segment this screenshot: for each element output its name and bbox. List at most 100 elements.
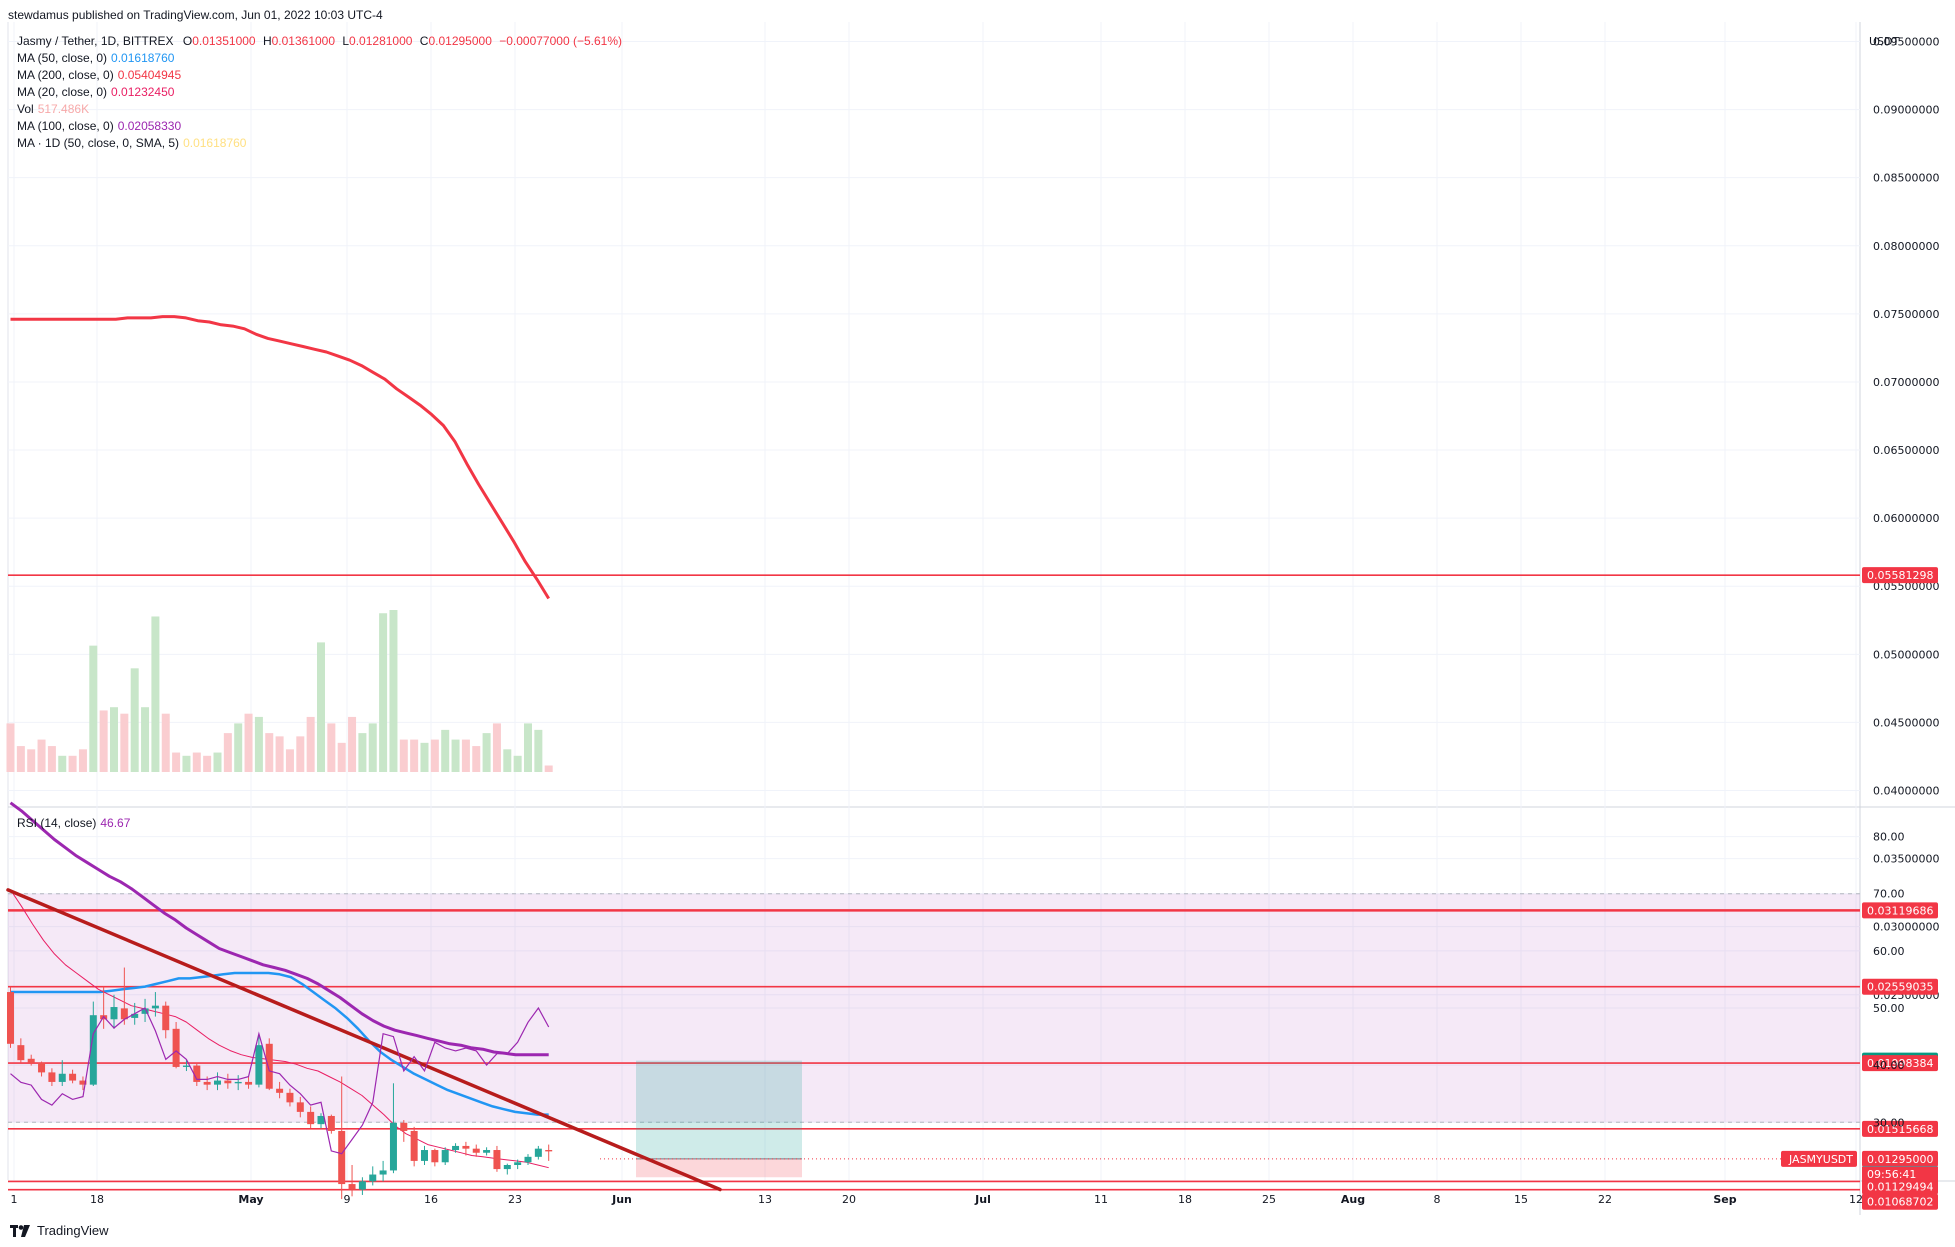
legend-indicator-label: MA (20, close, 0) xyxy=(17,85,108,99)
candle-body xyxy=(358,1181,366,1190)
candle-body xyxy=(58,1073,66,1082)
volume-bar xyxy=(461,739,470,772)
candle-body xyxy=(441,1150,449,1163)
candle-body xyxy=(317,1115,325,1125)
legend-indicator-ma20[interactable]: MA (20, close, 0) 0.01232450 xyxy=(17,85,174,99)
volume-bar xyxy=(192,752,201,772)
volume-bar xyxy=(275,736,284,772)
candle-body xyxy=(131,1013,139,1018)
legend-indicator-ma200[interactable]: MA (200, close, 0) 0.05404945 xyxy=(17,68,181,82)
volume-bar xyxy=(358,733,367,772)
price-axis-label xyxy=(1862,978,1938,995)
legend-indicator-value: 0.05404945 xyxy=(117,68,182,82)
candle-body xyxy=(483,1150,491,1153)
candle-body xyxy=(265,1043,273,1089)
legend-symbol-row: Jasmy / Tether, 1D, BITTREX O0.01351000 … xyxy=(17,34,622,48)
candle-body xyxy=(534,1148,542,1157)
volume-bar xyxy=(430,739,439,772)
legend-open: 0.01351000 xyxy=(192,34,256,48)
price-axis-tick: 0.03000000 xyxy=(1873,921,1939,934)
volume-bar xyxy=(306,716,315,772)
legend-indicator-ma100[interactable]: MA (100, close, 0) 0.02058330 xyxy=(17,119,181,133)
rsi-axis-tick: 30.00 xyxy=(1873,1116,1905,1129)
candle-body xyxy=(410,1130,418,1161)
candle-body xyxy=(224,1080,232,1084)
volume-bar xyxy=(534,729,543,772)
time-axis-tick: 15 xyxy=(1514,1193,1528,1206)
time-axis-tick: Aug xyxy=(1341,1193,1365,1206)
volume-bar xyxy=(68,755,77,772)
legend-indicator-label: MA · 1D (50, close, 0, SMA, 5) xyxy=(17,136,180,150)
countdown-text: 09:56:41 xyxy=(1867,1168,1916,1181)
time-axis-tick: 23 xyxy=(508,1193,522,1206)
legend-indicator-label: MA (100, close, 0) xyxy=(17,119,114,133)
time-axis-tick: 18 xyxy=(1178,1193,1192,1206)
candle-body xyxy=(234,1081,242,1084)
legend-indicator-label: MA (50, close, 0) xyxy=(17,51,108,65)
volume-bar xyxy=(223,733,232,772)
volume-bar xyxy=(524,723,532,772)
tradingview-logo-icon xyxy=(10,1224,32,1237)
candle-body xyxy=(110,1007,118,1020)
candle-body xyxy=(472,1148,480,1153)
candle-body xyxy=(452,1145,460,1151)
price-axis-tick: 0.06500000 xyxy=(1873,444,1939,457)
candle-body xyxy=(151,1005,159,1009)
candle-body xyxy=(503,1165,511,1170)
legend-symbol[interactable]: Jasmy / Tether, 1D, BITTREX xyxy=(17,34,174,48)
volume-bar xyxy=(482,733,491,772)
volume-bar xyxy=(99,710,108,772)
legend-indicator-volume[interactable]: Vol 517.486K xyxy=(17,102,89,116)
volume-bar xyxy=(285,749,294,772)
ma20-line xyxy=(10,889,549,1169)
price-axis-tick: 0.09500000 xyxy=(1873,36,1939,49)
candle-body xyxy=(214,1080,221,1085)
time-axis-tick: 18 xyxy=(90,1193,104,1206)
volume-bar xyxy=(213,752,222,772)
candle-body xyxy=(89,1015,97,1085)
volume-bar xyxy=(141,707,150,772)
rsi-axis-tick: 40.00 xyxy=(1873,1059,1905,1072)
time-axis-tick: 9 xyxy=(344,1193,351,1206)
volume-bar xyxy=(441,729,450,772)
price-axis-label xyxy=(1862,567,1938,584)
time-axis-tick: 16 xyxy=(424,1193,438,1206)
price-axis-tick: 0.03500000 xyxy=(1873,853,1939,866)
legend-indicator-ma50-sma[interactable]: MA · 1D (50, close, 0, SMA, 5) 0.01618760 xyxy=(17,136,246,150)
legend-indicator-value: 0.01618760 xyxy=(183,136,247,150)
candle-body xyxy=(182,1065,190,1067)
price-axis-tick: 0.07000000 xyxy=(1873,376,1939,389)
candle-body xyxy=(462,1145,470,1149)
tradingview-footer[interactable]: TradingView xyxy=(10,1223,109,1238)
candle-body xyxy=(524,1156,532,1163)
volume-bar xyxy=(410,739,419,772)
candle-body xyxy=(369,1174,377,1182)
price-axis-label-text: 0.01998384 xyxy=(1867,1057,1933,1070)
price-axis-label xyxy=(1862,902,1938,919)
rsi-line xyxy=(10,1006,550,1155)
price-axis-tick: 0.05500000 xyxy=(1873,580,1939,593)
trendline xyxy=(6,888,722,1192)
volume-bar xyxy=(47,746,56,772)
volume-bar xyxy=(379,613,388,772)
candle-body xyxy=(545,1150,553,1152)
candle-body xyxy=(79,1080,87,1085)
legend-rsi-value: 46.67 xyxy=(100,816,131,830)
price-axis-tick: 0.07500000 xyxy=(1873,308,1939,321)
time-axis-tick: May xyxy=(238,1193,263,1206)
volume-bar xyxy=(296,736,305,772)
price-axis-label-text: 0.01295000 xyxy=(1867,1153,1933,1166)
time-axis-tick: 20 xyxy=(842,1193,856,1206)
candle-body xyxy=(400,1122,408,1131)
legend-indicator-ma50[interactable]: MA (50, close, 0) 0.01618760 xyxy=(17,51,174,65)
candle-body xyxy=(48,1072,56,1082)
price-axis-label-text: 0.03119686 xyxy=(1867,904,1933,917)
legend-o-label: O xyxy=(182,34,193,48)
rsi-axis-tick: 50.00 xyxy=(1873,1002,1905,1015)
price-axis-label xyxy=(1862,1120,1938,1137)
legend-rsi[interactable]: RSI (14, close) 46.67 xyxy=(17,816,130,830)
volume-bar xyxy=(451,739,460,772)
candle-body xyxy=(307,1111,315,1125)
volume-bar xyxy=(472,746,481,772)
